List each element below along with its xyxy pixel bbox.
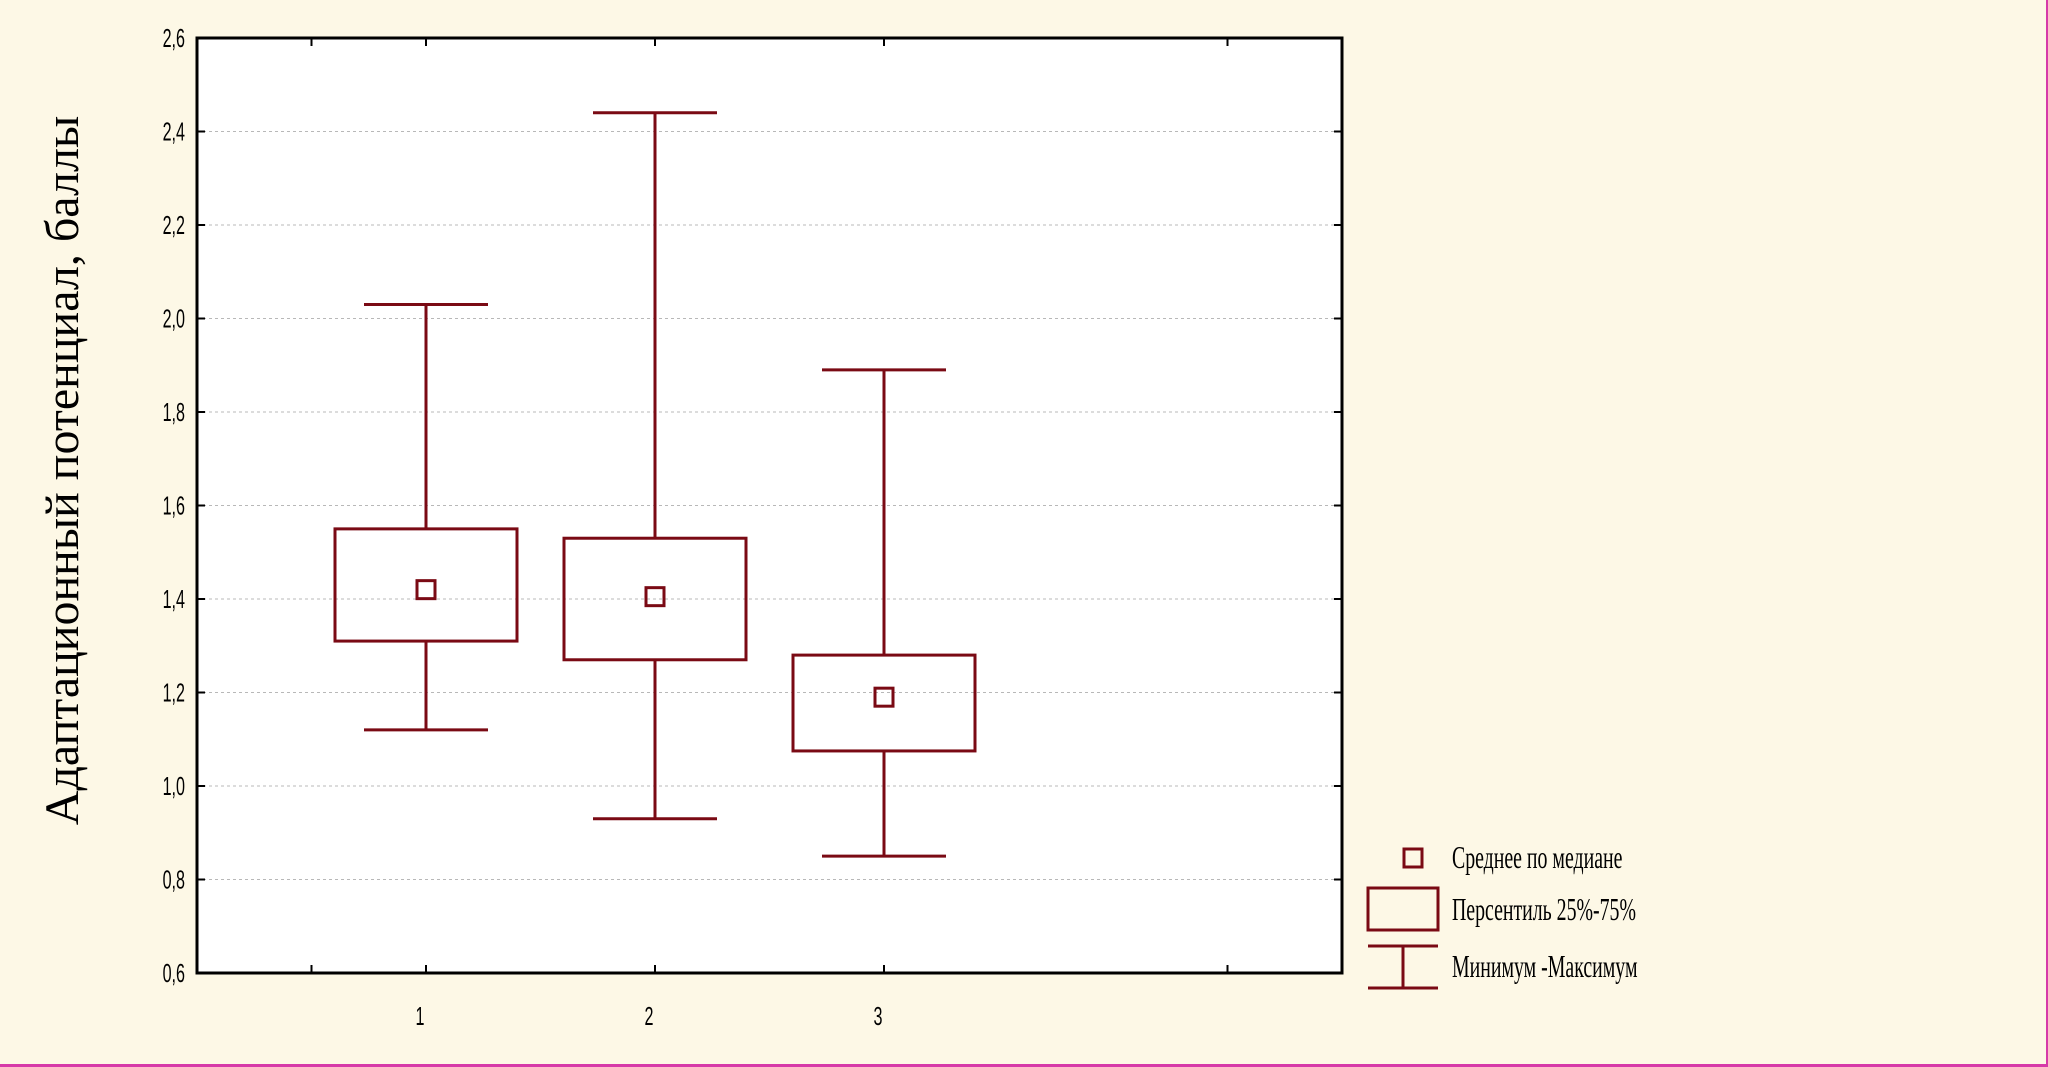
- legend: Среднее по медиане Персентиль 25%-75% Мини…: [1366, 839, 1638, 990]
- y-tick-label: 1,8: [163, 397, 185, 427]
- median-marker: [415, 579, 437, 601]
- y-tick-label: 2,2: [163, 210, 185, 240]
- y-tick-label: 2,6: [163, 23, 185, 53]
- median-marker: [873, 686, 895, 708]
- legend-item-2: Персентиль 25%-75%: [1366, 886, 1636, 932]
- right-frame-line: [2046, 0, 2048, 1067]
- bottom-frame-line: [0, 1064, 2048, 1067]
- x-tick-label: 2: [645, 1001, 654, 1031]
- x-tick-label: 3: [874, 1001, 883, 1031]
- y-tick-label: 0,8: [163, 864, 185, 894]
- box-group-3: [791, 368, 977, 858]
- y-tick-label: 2,4: [163, 116, 185, 146]
- y-tick-label: 1,6: [163, 490, 185, 520]
- legend-label: Минимум -Максимум: [1452, 948, 1638, 984]
- y-tick-label: 2,0: [163, 303, 185, 333]
- iqr-box: [791, 653, 977, 753]
- legend-label: Среднее по медиане: [1452, 839, 1622, 875]
- y-tick-label: 1,4: [163, 584, 185, 614]
- iqr-box: [562, 536, 748, 662]
- box-series: [333, 111, 977, 858]
- x-axis-ticks: 1 2 3: [310, 38, 1229, 1031]
- y-axis-title: Адаптационный потенциал, баллы: [36, 116, 89, 825]
- y-axis-ticks: 0,6 0,8 1,0 1,2 1,4 1,6 1,8 2,0 2,2 2,4 2,6: [163, 23, 1342, 988]
- x-tick-label: 1: [416, 1001, 425, 1031]
- box-group-2: [562, 111, 748, 821]
- legend-median-icon: [1402, 847, 1424, 869]
- iqr-box: [333, 527, 519, 643]
- legend-label: Персентиль 25%-75%: [1452, 891, 1636, 927]
- legend-item-1: Среднее по медиане: [1402, 839, 1622, 875]
- y-tick-label: 1,0: [163, 771, 185, 801]
- box-group-1: [333, 302, 519, 732]
- grid-lines: [197, 38, 1342, 973]
- median-marker: [644, 586, 666, 608]
- y-tick-label: 1,2: [163, 677, 185, 707]
- y-tick-label: 0,6: [163, 958, 185, 988]
- legend-item-3: Минимум -Максимум: [1368, 944, 1638, 990]
- legend-box-icon: [1366, 886, 1440, 932]
